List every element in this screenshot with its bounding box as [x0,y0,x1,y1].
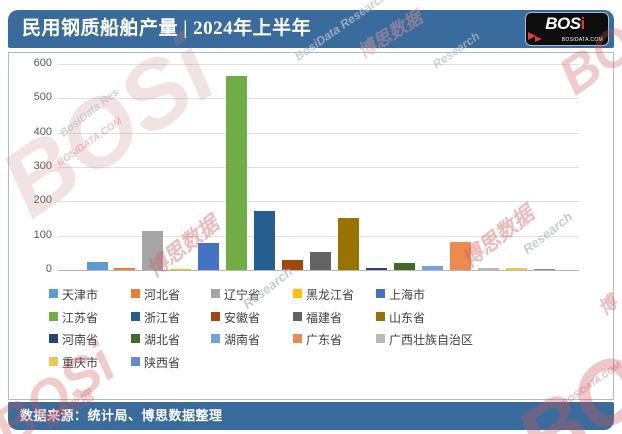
legend-label: 湖南省 [224,333,261,348]
legend-label: 辽宁省 [224,288,261,302]
y-axis-tick-label: 0 [45,263,52,275]
chart-bar-陕西省 [533,268,555,270]
legend-swatch [376,311,385,321]
chart-bar-安徽省 [282,259,304,270]
chart-bar-河南省 [365,268,387,270]
chart-bar-黑龙江省 [170,268,192,270]
legend-label: 广东省 [306,333,343,348]
legend-label: 陕西省 [144,356,181,371]
chart-bar-广东省 [449,241,471,270]
gridline [58,201,579,203]
legend-label: 山东省 [389,310,426,325]
chart-bar-浙江省 [254,210,276,270]
legend-label: 浙江省 [144,310,181,325]
legend-swatch [131,334,140,344]
gridline [58,235,579,237]
gridline [58,132,579,134]
legend-label: 天津市 [62,288,99,302]
legend-label: 河北省 [144,288,181,302]
y-axis-tick-label: 400 [33,125,52,138]
legend-label: 江苏省 [62,310,99,325]
page-title: 民用钢质船舶产量 | 2024年上半年 [22,18,312,39]
legend-label: 湖北省 [144,333,181,348]
gridline [58,98,579,100]
y-axis-tick-label: 600 [33,57,52,69]
legend-label: 重庆市 [62,356,99,371]
x-axis-line [58,270,579,271]
chart-bar-重庆市 [505,267,527,270]
legend-swatch [49,311,58,321]
legend-label: 上海市 [389,288,426,302]
legend-label: 广西壮族自治区 [389,333,474,348]
chart-bar-上海市 [198,242,220,270]
legend-swatch [211,311,220,321]
chart-bar-福建省 [310,252,331,270]
legend-swatch [49,357,58,367]
legend-label: 河南省 [62,333,99,348]
flag-icon [528,32,536,40]
footer-bar: 数据来源：统计局、博思数据整理 [8,402,614,430]
legend-swatch [131,311,140,321]
data-source-text: 数据来源：统计局、博思数据整理 [20,408,223,423]
legend-swatch [376,334,385,344]
header-bar: 民用钢质船舶产量 | 2024年上半年 BOSi BOSIDATA.COM [8,10,614,48]
legend-swatch [376,289,385,298]
legend-swatch [211,289,220,298]
legend-swatch [211,334,220,344]
y-axis-tick-label: 500 [33,91,52,104]
y-axis-tick-label: 100 [33,228,52,241]
y-axis-tick-label: 200 [33,194,52,207]
flag-icon [535,36,542,42]
chart-bar-广西壮族自治区 [477,267,499,270]
legend-swatch [293,289,302,298]
chart-bar-天津市 [86,262,108,270]
legend-swatch [293,334,302,344]
chart-bar-湖南省 [421,265,443,270]
chart-bar-湖北省 [393,263,415,270]
chart-panel: 0 100 200 300 400 500 600 天津市 河北省 辽宁省 黑龙江省 上海市江苏省 浙… [8,52,614,400]
chart-bar-辽宁省 [142,230,164,270]
legend-swatch [49,334,58,344]
y-axis-tick-label: 300 [33,160,52,172]
bosi-logo: BOSi BOSIDATA.COM [526,13,608,45]
legend-swatch [49,289,58,298]
bosi-logo-accent: i [580,14,586,33]
legend-swatch [131,357,140,367]
bosi-logo-subtext: BOSIDATA.COM [561,37,603,43]
chart-bar-山东省 [337,217,359,270]
legend-swatch [293,311,302,321]
legend-label: 黑龙江省 [306,288,355,302]
bosi-logo-text: BOSi [545,14,586,33]
gridline [58,64,579,65]
legend-swatch [131,289,140,298]
legend-label: 福建省 [306,310,343,325]
chart-bar-江苏省 [226,76,248,270]
chart-bar-河北省 [114,267,136,270]
legend-label: 安徽省 [224,310,261,325]
gridline [58,167,579,168]
